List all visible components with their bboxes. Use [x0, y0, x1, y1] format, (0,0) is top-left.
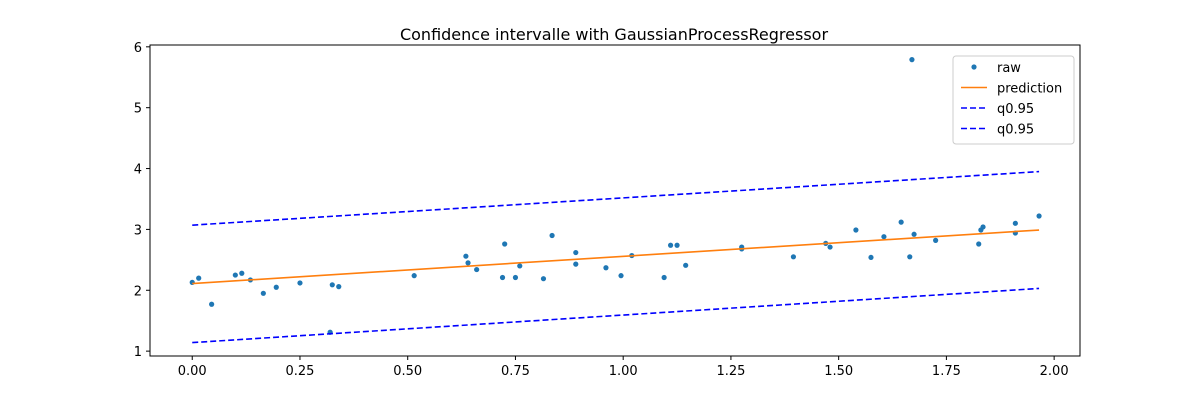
data-point	[980, 224, 986, 230]
data-point	[329, 282, 335, 288]
data-point	[196, 275, 202, 281]
y-tick-label: 1	[134, 345, 142, 360]
data-point	[790, 254, 797, 260]
x-tick-label: 0.75	[501, 364, 530, 379]
y-tick-label: 6	[134, 41, 142, 56]
legend-label: q0.95	[997, 102, 1034, 117]
x-tick-label: 0.50	[393, 364, 422, 379]
x-tick-label: 1.75	[932, 364, 961, 379]
x-tick-label: 1.25	[716, 364, 745, 379]
data-point	[512, 274, 519, 281]
x-tick-label: 1.50	[824, 364, 853, 379]
data-point	[661, 274, 667, 281]
data-point	[474, 266, 480, 273]
y-tick-label: 3	[134, 223, 142, 238]
y-tick-label: 4	[134, 163, 142, 178]
data-point	[260, 290, 266, 296]
data-point	[603, 265, 609, 271]
data-point	[573, 249, 579, 256]
data-point	[667, 242, 674, 248]
data-point	[827, 244, 833, 250]
legend-label: q0.95	[997, 123, 1034, 138]
series-line-3	[192, 287, 1040, 344]
data-point	[911, 231, 917, 237]
data-point	[463, 253, 469, 259]
series-line-1	[192, 229, 1040, 285]
data-point	[933, 237, 939, 243]
legend: raw prediction q0.95 q0.95	[952, 55, 1075, 145]
data-point	[273, 284, 279, 290]
data-point	[465, 260, 471, 266]
data-point	[517, 263, 523, 269]
data-point	[909, 57, 915, 63]
y-tick-label: 5	[134, 102, 142, 117]
data-point	[502, 241, 508, 247]
legend-label: raw	[997, 61, 1021, 76]
chart-title: Confidence intervalle with GaussianProce…	[400, 25, 828, 44]
data-point	[573, 261, 579, 267]
x-tick-label: 1.00	[609, 364, 638, 379]
data-point	[1012, 220, 1018, 226]
legend-label: prediction	[997, 82, 1062, 97]
data-point	[1036, 213, 1042, 219]
data-point	[898, 219, 904, 225]
legend-marker-point	[971, 64, 977, 70]
data-point	[549, 232, 555, 239]
data-point	[618, 273, 624, 279]
legend-box	[952, 55, 1075, 145]
data-point	[907, 254, 913, 260]
data-point	[881, 234, 887, 240]
data-point	[411, 273, 417, 279]
data-point	[336, 284, 342, 290]
axes-frame	[149, 44, 1081, 357]
y-tick-label: 2	[134, 284, 142, 299]
data-point	[499, 274, 506, 281]
data-point	[209, 301, 215, 307]
series-line-2	[192, 170, 1040, 226]
data-point	[540, 276, 547, 282]
data-point	[297, 280, 303, 286]
x-tick-label: 2.00	[1040, 364, 1069, 379]
data-point	[683, 262, 689, 268]
x-tick-label: 0.00	[178, 364, 207, 379]
data-point	[674, 242, 680, 248]
data-point	[868, 254, 874, 261]
data-point	[239, 270, 245, 276]
data-point	[232, 272, 238, 278]
data-point	[853, 227, 859, 233]
data-point	[976, 241, 982, 247]
x-tick-label: 0.25	[285, 364, 314, 379]
plot-area: 0.00 0.25 0.50 0.75 1.00 1.25 1.50 1.75 2.00 1 2 3 4…	[134, 41, 1081, 379]
